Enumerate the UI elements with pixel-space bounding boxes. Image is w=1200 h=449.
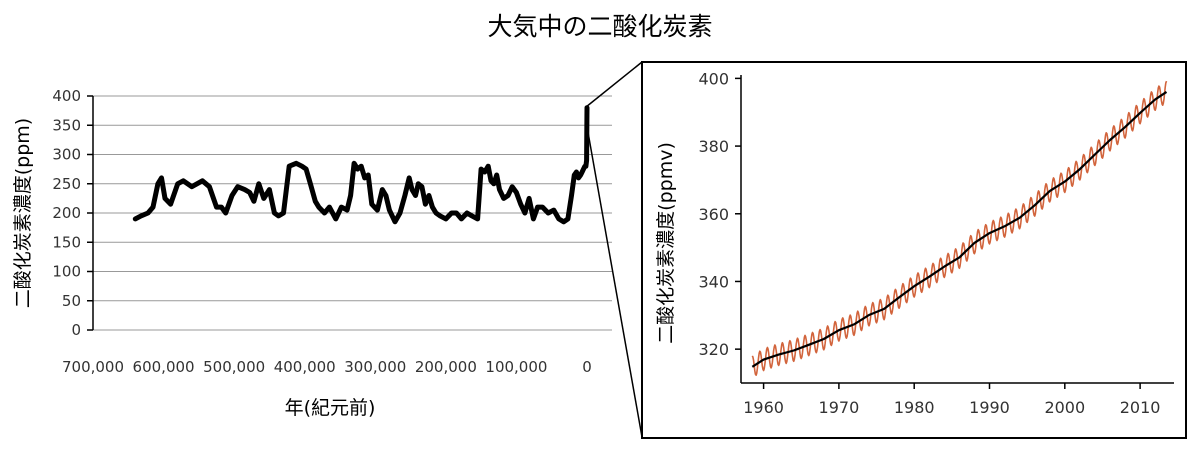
ice-core-x-tick-label: 100,000 xyxy=(485,358,547,376)
mauna-loa-y-tick-label: 360 xyxy=(698,205,729,224)
ice-core-x-tick-label: 0 xyxy=(582,358,592,376)
figure-title: 大気中の二酸化炭素 xyxy=(487,12,712,41)
ice-core-y-tick-label: 350 xyxy=(52,116,81,134)
mauna-loa-x-tick-label: 1980 xyxy=(894,398,935,417)
ice-core-x-tick-label: 700,000 xyxy=(62,358,124,376)
ice-core-y-tick-label: 100 xyxy=(52,263,81,281)
mauna-loa-x-tick-label: 1970 xyxy=(819,398,860,417)
ice-core-y-tick-label: 200 xyxy=(52,204,81,222)
ice-core-y-tick-label: 150 xyxy=(52,233,81,251)
mauna-loa-chart: 320 340 360 380 400 1960 1970 1980 1990 2000 2010… xyxy=(655,69,1174,417)
mauna-loa-x-tick-label: 2010 xyxy=(1120,398,1161,417)
ice-core-x-tick-label: 400,000 xyxy=(274,358,336,376)
mauna-loa-y-ticks: 320 340 360 380 400 xyxy=(698,69,741,359)
ice-core-x-ticks: 700,000 600,000 500,000 400,000 300,000 200,0… xyxy=(62,358,592,376)
mauna-loa-monthly-line xyxy=(751,80,1168,376)
ice-core-x-tick-label: 500,000 xyxy=(203,358,265,376)
mauna-loa-y-tick-label: 380 xyxy=(698,137,729,156)
ice-core-chart: 0 50 100 150 200 250 300 350 400 700,000 600,000 5… xyxy=(12,87,612,419)
ice-core-y-axis-label: 二酸化炭素濃度(ppm) xyxy=(12,118,34,308)
inset-frame xyxy=(641,61,1187,439)
mauna-loa-y-axis-label: 二酸化炭素濃度(ppmv) xyxy=(655,142,677,344)
ice-core-series-line xyxy=(132,105,590,225)
mauna-loa-x-tick-label: 2000 xyxy=(1044,398,1085,417)
mauna-loa-y-tick-label: 320 xyxy=(698,340,729,359)
ice-core-x-tick-label: 600,000 xyxy=(133,358,195,376)
ice-core-y-tick-label: 400 xyxy=(52,87,81,105)
mauna-loa-x-tick-label: 1960 xyxy=(743,398,784,417)
mauna-loa-y-tick-label: 400 xyxy=(698,69,729,88)
mauna-loa-y-tick-label: 340 xyxy=(698,272,729,291)
ice-core-y-tick-label: 50 xyxy=(62,292,81,310)
ice-core-x-tick-label: 200,000 xyxy=(415,358,477,376)
mauna-loa-x-tick-label: 1990 xyxy=(969,398,1010,417)
ice-core-y-ticks: 0 50 100 150 200 250 300 350 400 xyxy=(52,87,93,339)
mauna-loa-annual-line xyxy=(751,90,1168,368)
ice-core-y-tick-label: 300 xyxy=(52,146,81,164)
zoom-connector-bottom xyxy=(585,120,643,438)
ice-core-y-tick-label: 0 xyxy=(71,321,81,339)
zoom-connector-top xyxy=(585,61,643,108)
mauna-loa-x-ticks: 1960 1970 1980 1990 2000 2010 xyxy=(743,383,1160,417)
ice-core-x-tick-label: 300,000 xyxy=(344,358,406,376)
ice-core-y-tick-label: 250 xyxy=(52,175,81,193)
ice-core-x-axis-label: 年(紀元前) xyxy=(285,397,376,419)
